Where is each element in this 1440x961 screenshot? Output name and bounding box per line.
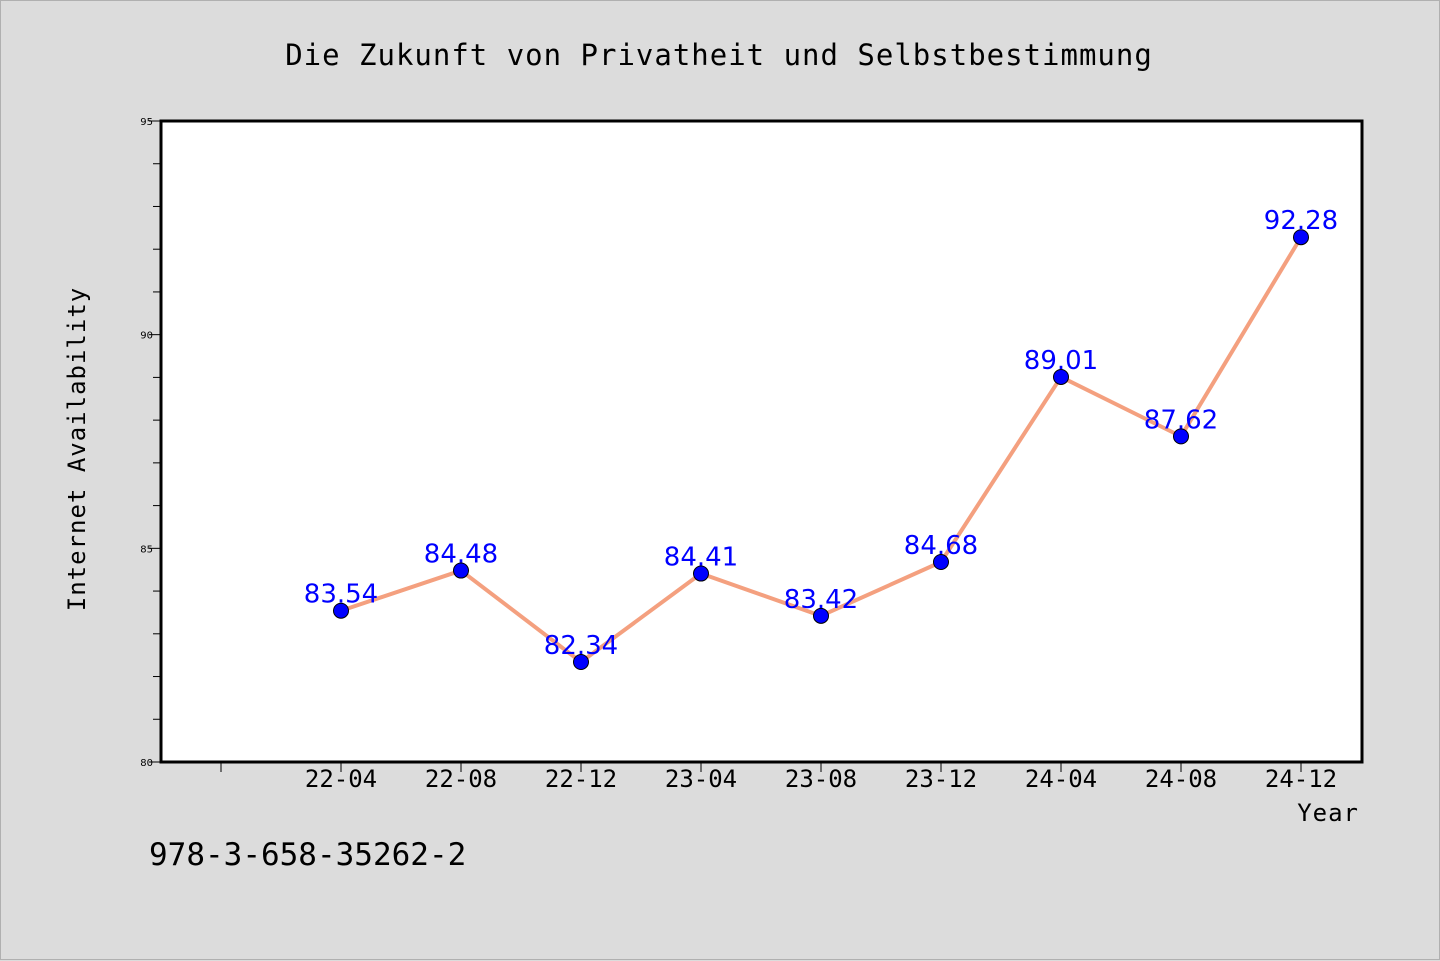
data-point: [933, 554, 949, 571]
data-labels: 83.54 84.48 82.34 84.41 83.42 84.68 89.01 87.62…: [304, 206, 1338, 661]
y-tick-label: 95: [140, 117, 153, 128]
chart-title: Die Zukunft von Privatheit und Selbstbes…: [285, 38, 1153, 72]
data-point: [453, 562, 469, 579]
data-point: [1173, 428, 1189, 445]
data-point: [813, 607, 829, 624]
data-label: 82.34: [544, 631, 618, 661]
y-axis-label: Internet Availability: [63, 287, 91, 611]
data-label: 83.54: [304, 580, 378, 610]
x-axis: 22-04 22-08 22-12 23-04 23-08 23-12 24-04 24-08…: [220, 762, 1337, 793]
x-tick-label: 24-12: [1265, 765, 1337, 793]
y-tick-label: 90: [140, 331, 153, 342]
data-label: 84.41: [664, 543, 738, 573]
x-tick-label: 24-04: [1025, 765, 1097, 793]
x-tick-label: 22-04: [305, 765, 377, 793]
data-point: [1053, 368, 1069, 385]
data-label: 84.48: [424, 540, 498, 570]
x-tick-label: 22-12: [545, 765, 617, 793]
x-tick-label: 23-08: [785, 765, 857, 793]
data-point: [1293, 229, 1309, 246]
x-tick-label: 23-12: [905, 765, 977, 793]
data-label: 92.28: [1264, 206, 1338, 236]
data-point: [573, 654, 589, 671]
series-markers: [333, 229, 1309, 671]
plot-area: [159, 119, 1364, 764]
data-label: 83.42: [784, 585, 858, 615]
data-point: [333, 602, 349, 619]
x-tick-label: 23-04: [665, 765, 737, 793]
y-tick-label: 85: [140, 544, 153, 555]
data-label: 84.68: [904, 531, 978, 561]
y-tick-label: 80: [140, 758, 153, 769]
isbn-text: 978-3-658-35262-2: [149, 837, 466, 873]
x-axis-label: Year: [1297, 799, 1359, 827]
y-axis: 80 85 90 95: [140, 117, 161, 769]
x-tick-label: 22-08: [425, 765, 497, 793]
data-label: 89.01: [1024, 346, 1098, 376]
data-point: [693, 565, 709, 582]
x-tick-label: 24-08: [1145, 765, 1217, 793]
data-label: 87.62: [1144, 405, 1218, 435]
